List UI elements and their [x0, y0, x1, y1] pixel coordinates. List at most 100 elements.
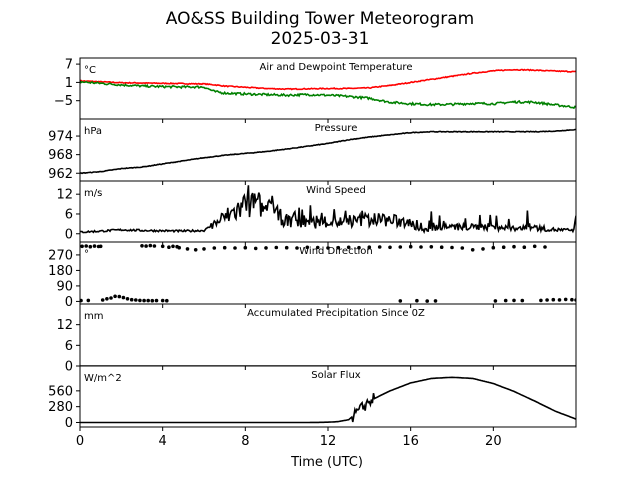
panel-unit-wind_direction: ° [84, 249, 89, 260]
wind-direction-point [142, 298, 146, 303]
y-tick-label-wind_speed: 0 [65, 227, 73, 242]
y-tick-label-wind_direction: 0 [65, 295, 73, 310]
y-tick-label-solar: 280 [48, 400, 73, 415]
wind-direction-point [493, 299, 498, 303]
y-tick-label-temperature: 7 [65, 58, 73, 73]
wind-direction-point [512, 298, 516, 303]
wind-direction-point [202, 247, 206, 251]
wind-direction-point [146, 298, 150, 303]
y-tick-label-precip: 12 [56, 318, 73, 333]
panel-unit-temperature: °C [84, 65, 96, 76]
wind-direction-point [503, 298, 508, 303]
y-tick-label-precip: 0 [65, 360, 73, 375]
wind-direction-point [253, 246, 258, 251]
plot-area-temperature [80, 68, 576, 110]
panel-precip: Accumulated Precipitation Since 0Z mm 12 6 0 [56, 303, 577, 375]
y-tick-label-precip: 6 [65, 339, 73, 354]
wind-direction-point [539, 298, 543, 303]
wind-direction-point [346, 245, 351, 250]
wind-direction-point [532, 244, 537, 249]
x-tick-label: 0 [76, 434, 84, 449]
series-line-pressure-0 [80, 128, 576, 175]
panel-title-precip: Accumulated Precipitation Since 0Z [247, 308, 425, 319]
wind-direction-point [295, 246, 299, 250]
wind-direction-point [367, 245, 372, 249]
wind-direction-point [264, 246, 268, 250]
wind-direction-point [274, 245, 279, 250]
series-line-temperature-1 [80, 80, 576, 110]
series-line-solar-0 [80, 376, 576, 424]
wind-direction-point [144, 244, 148, 248]
wind-direction-point [439, 245, 444, 249]
wind-direction-point [109, 296, 113, 300]
y-tick-label-temperature: 1 [65, 76, 73, 91]
chart-subtitle: 2025-03-31 [271, 29, 370, 49]
wind-direction-point [193, 248, 198, 252]
panel-title-pressure: Pressure [315, 123, 358, 134]
x-tick-label: 16 [402, 434, 419, 449]
panel-unit-precip: mm [84, 311, 103, 322]
wind-direction-point [520, 298, 525, 303]
panel-title-wind_speed: Wind Speed [306, 185, 366, 196]
panel-title-temperature: Air and Dewpoint Temperature [260, 62, 413, 73]
wind-direction-point [152, 244, 157, 248]
wind-direction-point [326, 246, 330, 250]
wind-direction-point [425, 299, 430, 303]
plot-area-solar [80, 376, 576, 424]
wind-direction-point [243, 245, 248, 250]
wind-direction-point [212, 246, 217, 250]
wind-direction-point [98, 244, 103, 249]
chart-panels: Air and Dewpoint Temperature °C 7 1 −5 Pressu… [48, 57, 577, 449]
wind-direction-point [336, 245, 341, 250]
wind-direction-point [429, 245, 434, 249]
y-tick-label-wind_speed: 6 [65, 207, 73, 222]
series-line-temperature-0 [80, 68, 576, 91]
wind-direction-point [222, 245, 227, 250]
wind-direction-point [570, 297, 574, 302]
wind-direction-point [315, 245, 320, 250]
panel-title-solar: Solar Flux [311, 370, 361, 381]
y-tick-label-pressure: 974 [48, 130, 73, 145]
chart-title: AO&SS Building Tower Meteorogram [166, 9, 474, 29]
y-tick-label-pressure: 962 [48, 167, 73, 182]
panel-unit-wind_speed: m/s [84, 188, 102, 199]
wind-direction-point [105, 297, 109, 301]
x-tick-label: 20 [485, 434, 502, 449]
wind-direction-point [551, 297, 556, 302]
wind-direction-point [415, 298, 419, 303]
wind-direction-point [398, 245, 403, 249]
wind-direction-point [150, 298, 155, 303]
wind-direction-point [357, 245, 361, 250]
x-tick-label: 12 [320, 434, 337, 449]
y-tick-label-wind_speed: 12 [56, 188, 73, 203]
wind-direction-point [171, 244, 175, 249]
plot-area-pressure [80, 128, 576, 175]
wind-direction-point [305, 245, 310, 250]
x-tick-label: 4 [159, 434, 167, 449]
wind-direction-point [450, 245, 454, 250]
wind-direction-point [398, 299, 403, 303]
wind-direction-point [419, 245, 423, 249]
wind-direction-point [512, 244, 516, 249]
wind-direction-point [557, 298, 562, 302]
wind-direction-point [388, 245, 392, 250]
wind-direction-point [125, 297, 130, 301]
y-tick-label-solar: 560 [48, 384, 73, 399]
wind-direction-point [138, 298, 142, 303]
wind-direction-point [284, 245, 289, 250]
wind-direction-point [408, 244, 413, 249]
wind-direction-point [177, 245, 181, 250]
wind-direction-point [185, 247, 190, 251]
wind-direction-point [160, 244, 165, 249]
wind-direction-point [491, 245, 496, 250]
y-tick-label-solar: 0 [65, 416, 73, 431]
panel-unit-pressure: hPa [84, 126, 102, 137]
wind-direction-point [233, 246, 237, 250]
wind-direction-point [92, 244, 97, 248]
wind-direction-point [129, 297, 134, 302]
wind-direction-point [522, 245, 527, 249]
y-tick-label-temperature: −5 [54, 94, 73, 109]
